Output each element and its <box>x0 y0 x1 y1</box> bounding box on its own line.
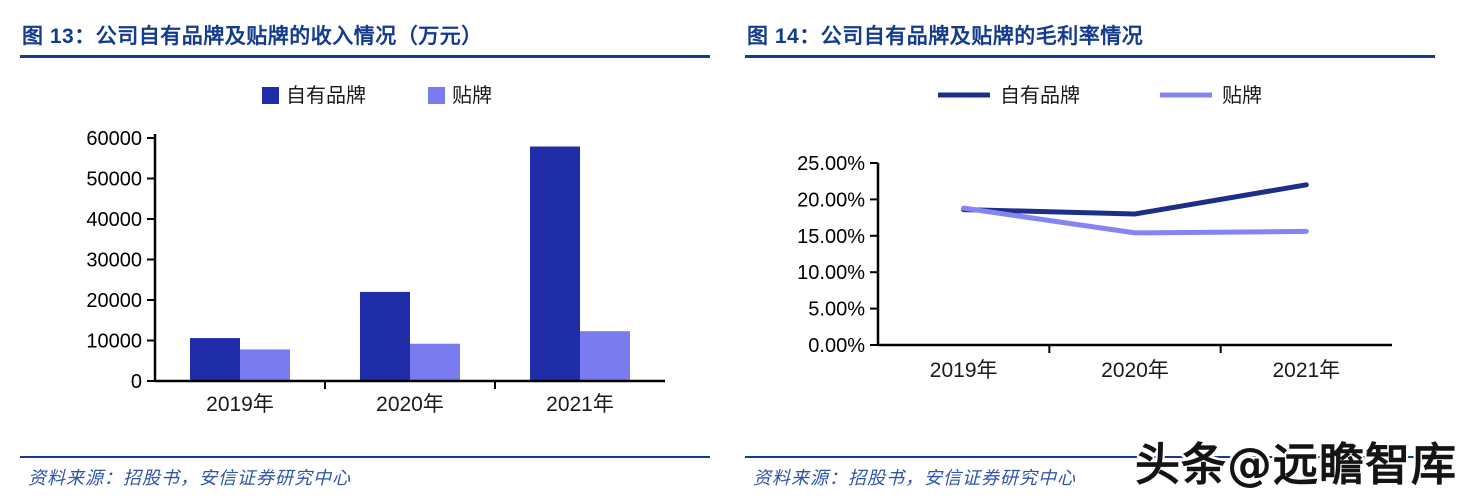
bar-自有品牌-2019年 <box>190 338 240 381</box>
x-category-label: 2020年 <box>1101 359 1169 382</box>
legend-label-贴牌: 贴牌 <box>452 84 492 107</box>
figure-13-source-rule <box>20 456 710 458</box>
figure-14-source-rule <box>745 456 1435 458</box>
legend-swatch-自有品牌 <box>262 87 279 104</box>
figure-13-title-rule <box>20 55 710 58</box>
figure-14-source: 资料来源：招股书，安信证券研究中心 <box>753 468 1076 488</box>
figure-14-title: 图 14：公司自有品牌及贴牌的毛利率情况 <box>747 25 1144 48</box>
x-category-label: 2021年 <box>1272 359 1340 382</box>
gross-margin-line-chart: 0.00% 5.00% 10.00% 15.00% 20.00% 25.00% 2019年 2… <box>797 84 1392 382</box>
y-tick-label: 5.00% <box>808 299 865 321</box>
x-category-label: 2020年 <box>376 393 444 416</box>
y-tick-label: 25.00% <box>797 153 865 175</box>
y-tick-label: 50000 <box>86 169 142 191</box>
figure-14-panel: 图 14：公司自有品牌及贴牌的毛利率情况 0.00% 5.00% 10.00% 15.… <box>745 0 1435 502</box>
figure-13-panel: 图 13：公司自有品牌及贴牌的收入情况（万元） 0 10000 20000 30000… <box>20 0 710 502</box>
y-tick-label: 60000 <box>86 128 142 150</box>
figure-14-title-rule <box>745 55 1435 58</box>
bar-贴牌-2021年 <box>580 331 630 381</box>
legend-swatch-贴牌 <box>428 87 445 104</box>
legend-label-自有品牌: 自有品牌 <box>1000 84 1080 107</box>
bar-自有品牌-2020年 <box>360 291 410 381</box>
legend-label-自有品牌: 自有品牌 <box>286 84 366 107</box>
line-series-自有品牌 <box>961 182 1309 217</box>
bar-自有品牌-2021年 <box>530 146 580 381</box>
y-tick-label: 30000 <box>86 250 142 272</box>
line-series-贴牌 <box>961 205 1309 236</box>
y-tick-label: 0.00% <box>808 335 865 357</box>
y-tick-label: 0 <box>131 371 142 393</box>
x-category-label: 2021年 <box>546 393 614 416</box>
y-tick-label: 20.00% <box>797 189 865 211</box>
revenue-bar-chart: 0 10000 20000 30000 40000 50000 60000 2019年 2020… <box>86 84 665 416</box>
y-tick-label: 10.00% <box>797 262 865 284</box>
y-tick-label: 40000 <box>86 209 142 231</box>
figure-13-title: 图 13：公司自有品牌及贴牌的收入情况（万元） <box>22 25 483 48</box>
x-category-label: 2019年 <box>206 393 274 416</box>
bar-贴牌-2020年 <box>410 343 460 381</box>
figure-13-source: 资料来源：招股书，安信证券研究中心 <box>28 468 351 488</box>
legend-label-贴牌: 贴牌 <box>1222 84 1262 107</box>
bar-贴牌-2019年 <box>240 349 290 381</box>
x-category-label: 2019年 <box>930 359 998 382</box>
y-tick-label: 20000 <box>86 290 142 312</box>
y-tick-label: 15.00% <box>797 226 865 248</box>
y-tick-label: 10000 <box>86 331 142 353</box>
watermark-toutiao-yuanzhan: 头条@远瞻智库 <box>1134 438 1457 491</box>
